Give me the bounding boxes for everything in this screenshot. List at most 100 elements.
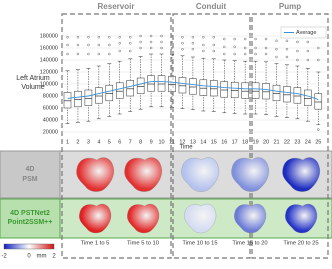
box xyxy=(168,75,176,93)
colorbar xyxy=(3,243,55,250)
y-axis-title: Left Atrium xyxy=(16,75,50,82)
box xyxy=(241,82,249,99)
x-tick-label: 25 xyxy=(315,139,321,145)
outlier xyxy=(128,36,132,39)
box xyxy=(157,75,166,92)
x-tick-label: 7 xyxy=(129,139,132,145)
box xyxy=(220,81,228,98)
outlier xyxy=(97,36,101,39)
x-tick-label: 24 xyxy=(305,139,311,145)
outlier xyxy=(202,49,205,53)
heart-shape xyxy=(184,203,217,234)
y-tick-label: 160000 xyxy=(40,45,58,51)
box xyxy=(126,80,134,97)
box xyxy=(178,77,187,94)
outlier xyxy=(128,49,132,53)
box xyxy=(230,81,239,99)
x-tick-label: 10 xyxy=(158,139,164,145)
outlier xyxy=(66,52,69,56)
outlier xyxy=(170,46,174,50)
y-axis-title: Volume xyxy=(21,84,44,91)
x-tick-label: 16 xyxy=(221,139,227,145)
outlier xyxy=(233,45,236,48)
y-tick-label: 40000 xyxy=(43,117,58,123)
box xyxy=(272,84,281,102)
x-tick-label: 9 xyxy=(150,139,153,145)
row-label: Point2SSM++ xyxy=(8,219,53,226)
box xyxy=(304,89,312,106)
outlier xyxy=(264,52,268,56)
outlier xyxy=(87,36,90,39)
x-tick-label: 5 xyxy=(108,139,111,145)
outlier xyxy=(139,34,142,38)
box xyxy=(116,82,124,99)
section-title: Reservoir xyxy=(98,2,135,11)
box xyxy=(199,79,208,96)
x-tick-label: 20 xyxy=(263,139,269,145)
colorbar-tick-label: 0 xyxy=(27,254,31,260)
row-label-bg xyxy=(0,198,61,239)
heart-shape xyxy=(127,203,160,234)
y-tick-label: 60000 xyxy=(43,105,58,111)
outlier xyxy=(317,46,320,50)
outlier xyxy=(212,49,216,53)
outlier xyxy=(108,43,111,47)
x-tick-label: 11 xyxy=(169,139,175,145)
outlier xyxy=(296,40,299,44)
x-tick-label: 19 xyxy=(253,139,259,145)
box xyxy=(189,78,197,95)
outlier xyxy=(275,48,278,51)
x-tick-label: 18 xyxy=(242,139,248,145)
outlier xyxy=(66,43,69,47)
box xyxy=(293,87,302,104)
outlier xyxy=(202,36,205,39)
outlier xyxy=(87,52,90,56)
outlier xyxy=(285,39,289,42)
outlier xyxy=(160,40,163,44)
section-frame xyxy=(172,13,251,259)
x-tick-label: 1 xyxy=(66,139,69,145)
heart-shape xyxy=(282,157,320,192)
outlier xyxy=(87,43,90,47)
outlier xyxy=(275,55,278,59)
colorbar-tick-label: -2 xyxy=(1,254,7,260)
x-tick-label: 8 xyxy=(139,139,142,145)
outlier xyxy=(243,46,247,50)
outlier xyxy=(76,43,80,47)
outlier xyxy=(181,48,184,51)
x-tick-label: 2 xyxy=(76,139,79,145)
outlier xyxy=(306,58,310,62)
box xyxy=(84,89,93,106)
heart-shape xyxy=(234,203,267,234)
heart-shape xyxy=(181,157,219,192)
outlier xyxy=(118,49,121,53)
outlier xyxy=(149,46,153,50)
y-tick-label: 120000 xyxy=(40,69,58,75)
outlier xyxy=(254,37,257,41)
heart-shape xyxy=(124,157,162,192)
outlier xyxy=(191,42,195,45)
section-frames xyxy=(61,13,329,259)
outlier xyxy=(118,36,121,39)
outlier xyxy=(149,40,153,44)
outlier xyxy=(108,36,111,39)
outlier xyxy=(160,34,163,38)
x-tick-label: 12 xyxy=(179,139,185,145)
outlier xyxy=(170,40,174,44)
legend-label: Average xyxy=(296,30,316,36)
x-tick-label: 17 xyxy=(232,139,238,145)
x-tick-label: 22 xyxy=(284,139,290,145)
x-tick-label: 15 xyxy=(211,139,217,145)
box xyxy=(74,90,82,108)
section-title: Conduit xyxy=(196,2,227,11)
outlier xyxy=(212,36,216,39)
outlier xyxy=(285,55,289,59)
outlier xyxy=(254,52,257,56)
outlier xyxy=(223,37,226,41)
colorbar-unit: mm xyxy=(37,254,47,260)
legend-box xyxy=(280,26,327,39)
outlier xyxy=(275,39,278,42)
heart-shape xyxy=(231,157,269,192)
outlier xyxy=(306,49,310,53)
x-tick-label: 13 xyxy=(190,139,196,145)
